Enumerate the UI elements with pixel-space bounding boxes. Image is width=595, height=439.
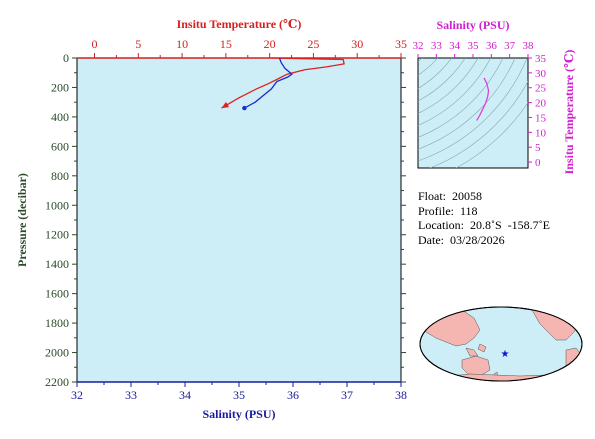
ts-salinity-tick-label: 34: [449, 40, 461, 52]
main-profile-panel: 0 5 10 15 20 25 30 35 32 33 34 35 36 37 38 0 200 400 600…: [15, 17, 407, 421]
ts-temperature-tick-label: 35: [535, 53, 547, 65]
ts-diagram-panel: 32 33 34 35 36 37 38 0 5 10 15 20 25 30 35 Salinity (…: [285, 0, 577, 175]
float-location: Location: 20.8˚S -158.7˚E: [418, 218, 550, 232]
salinity-tick-label: 32: [71, 388, 83, 402]
density-contour: [307, 0, 409, 39]
salinity-tick-label: 34: [179, 388, 191, 402]
temperature-axis-ticks: 0 5 10 15 20 25 30 35: [77, 37, 407, 59]
temperature-tick-label: 20: [264, 37, 276, 51]
profile-date: Date: 03/28/2026: [418, 232, 505, 247]
temperature-tick-label: 5: [135, 37, 141, 51]
ts-temperature-tick-label: 5: [535, 142, 541, 154]
main-plot-area: [76, 57, 402, 383]
ts-temperature-tick-label: 30: [535, 68, 547, 80]
salinity-end-dot: [242, 105, 247, 111]
salinity-tick-label: 36: [287, 388, 299, 402]
pressure-tick-label: 800: [51, 169, 69, 183]
ts-salinity-tick-label: 33: [431, 40, 443, 52]
density-contour: [285, 0, 431, 61]
salinity-tick-label: 35: [233, 388, 245, 402]
ts-salinity-tick-label: 37: [504, 40, 516, 52]
temperature-end-arrow: [221, 101, 230, 109]
pressure-axis-title: Pressure (decibar): [15, 173, 29, 267]
float-location-marker: ★: [501, 349, 510, 360]
salinity-profile-line: [244, 57, 293, 109]
profile-number: Profile: 118: [418, 203, 478, 218]
density-contour: [318, 0, 398, 28]
pressure-tick-label: 1200: [45, 228, 69, 242]
salinity-tick-label: 33: [125, 388, 137, 402]
temperature-tick-label: 10: [176, 37, 188, 51]
salinity-tick-label: 38: [395, 388, 407, 402]
pressure-tick-label: 1600: [45, 287, 69, 301]
ts-temperature-tick-label: 15: [535, 112, 547, 124]
pressure-tick-label: 0: [63, 51, 69, 65]
ts-temperature-title: Insitu Temperature (℃): [562, 50, 576, 175]
pressure-tick-label: 600: [51, 139, 69, 153]
pressure-tick-label: 200: [51, 80, 69, 94]
pressure-tick-label: 1400: [45, 257, 69, 271]
temperature-tick-label: 15: [220, 37, 232, 51]
ts-temperature-tick-label: 25: [535, 83, 547, 95]
ts-salinity-tick-label: 38: [523, 40, 535, 52]
ts-profile-line: [476, 77, 490, 121]
temperature-axis-title: Insitu Temperature (℃): [177, 17, 302, 31]
float-id: Float: 20058: [418, 189, 483, 203]
float-info-block: Float: 20058 Profile: 118 Location: 20.8…: [418, 189, 550, 247]
pressure-tick-label: 1800: [45, 316, 69, 330]
pressure-tick-label: 400: [51, 110, 69, 124]
pressure-axis-ticks: 0 200 400 600 800 1000 1200 1400 1600 1800 2000 220…: [45, 51, 77, 389]
ts-temperature-ticks: 0 5 10 15 20 25 30 35: [528, 53, 547, 169]
salinity-axis-ticks: 32 33 34 35 36 37 38: [71, 381, 407, 402]
temperature-tick-label: 35: [395, 37, 407, 51]
ts-salinity-ticks: 32 33 34 35 36 37 38: [413, 40, 535, 58]
ts-plot-area: [417, 57, 529, 169]
ts-temperature-tick-label: 0: [535, 157, 541, 169]
profile-lines: [221, 57, 345, 111]
ts-salinity-tick-label: 35: [468, 40, 480, 52]
pressure-tick-label: 1000: [45, 198, 69, 212]
ts-curve: [476, 77, 490, 121]
pressure-tick-label: 2200: [45, 375, 69, 389]
ts-salinity-tick-label: 32: [413, 40, 424, 52]
pressure-axis-right-ticks: [401, 57, 406, 383]
pressure-tick-label: 2000: [45, 346, 69, 360]
temperature-profile-line: [221, 57, 345, 109]
temperature-tick-label: 0: [92, 37, 98, 51]
temperature-tick-label: 25: [307, 37, 319, 51]
ts-temperature-tick-label: 10: [535, 127, 547, 139]
salinity-tick-label: 37: [341, 388, 353, 402]
ts-salinity-title: Salinity (PSU): [436, 18, 509, 32]
salinity-axis-title: Salinity (PSU): [202, 407, 275, 421]
ts-temperature-tick-label: 20: [535, 98, 547, 110]
ts-salinity-tick-label: 36: [486, 40, 498, 52]
temperature-tick-label: 30: [351, 37, 363, 51]
world-map-panel: ★: [419, 306, 583, 382]
